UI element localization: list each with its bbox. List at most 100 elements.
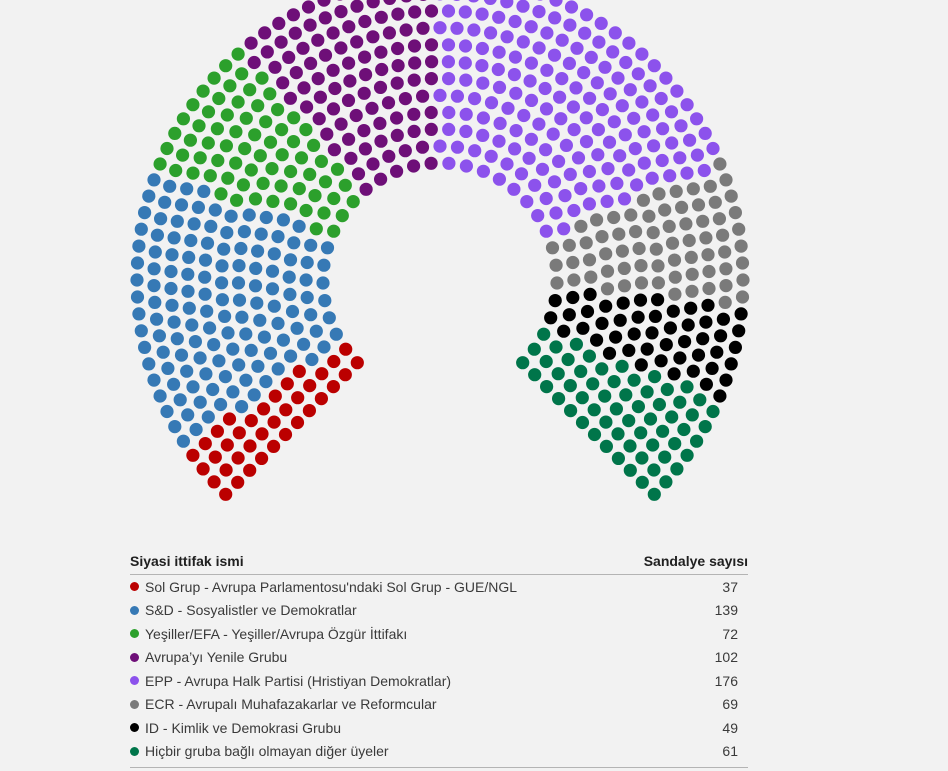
seat-dot	[675, 200, 689, 214]
seat-dot	[520, 195, 534, 209]
seat-dot	[317, 0, 331, 7]
seat-dot	[383, 0, 397, 5]
seat-dot	[516, 0, 530, 13]
seat-dot	[600, 194, 614, 208]
seat-dot	[539, 354, 553, 369]
seat-dot	[189, 422, 203, 437]
seat-dot	[691, 348, 706, 362]
seat-dot	[459, 107, 473, 121]
seat-dot	[719, 173, 733, 187]
seat-dot	[318, 48, 333, 62]
seat-dot	[282, 270, 296, 284]
seat-dot	[582, 197, 597, 211]
seat-dot	[160, 404, 174, 419]
seat-dot	[555, 72, 569, 86]
seat-dot	[567, 273, 581, 287]
seat-dot	[705, 361, 719, 375]
seat-dot	[678, 335, 692, 349]
seat-dot	[407, 73, 421, 87]
seat-dot	[468, 144, 482, 158]
seat-dot	[215, 259, 229, 273]
seat-dot	[684, 250, 698, 264]
seat-dot	[250, 296, 264, 310]
legend-swatch	[130, 652, 139, 662]
seat-dot	[334, 117, 348, 131]
seat-dot	[507, 68, 521, 82]
seat-dot	[623, 439, 637, 453]
seat-dot	[335, 209, 349, 223]
seat-dot	[239, 373, 253, 387]
seat-dot	[501, 101, 515, 115]
seat-dot	[699, 231, 713, 245]
seat-dot	[555, 33, 569, 47]
seat-dot	[537, 327, 551, 341]
seat-dot	[346, 195, 360, 209]
seat-dot	[206, 382, 220, 397]
seat-dot	[303, 167, 317, 181]
seat-dot	[642, 209, 656, 223]
seat-dot	[201, 410, 215, 424]
legend-swatch	[130, 746, 139, 756]
legend-row: Yeşiller/EFA - Yeşiller/Avrupa Özgür İtt…	[130, 622, 748, 646]
seat-dot	[654, 91, 668, 106]
seat-dot	[595, 103, 610, 117]
seat-dot	[600, 264, 615, 278]
seat-dot	[219, 487, 233, 501]
seat-dot	[587, 403, 601, 417]
seat-dot	[442, 156, 456, 170]
seat-dot	[268, 60, 282, 74]
seat-dot	[686, 364, 700, 378]
seat-dot	[643, 412, 658, 426]
seat-dot	[712, 212, 727, 226]
seat-dot	[182, 301, 196, 315]
seat-dot	[265, 282, 280, 296]
seat-dot	[484, 26, 498, 40]
seat-dot	[260, 45, 274, 59]
seat-dot	[326, 63, 340, 77]
seat-dot	[591, 123, 606, 137]
seat-dot	[507, 142, 522, 156]
seat-dot	[714, 329, 728, 343]
seat-dot	[601, 162, 615, 176]
seat-dot	[366, 157, 380, 171]
legend-swatch	[130, 676, 139, 686]
seat-dot	[582, 253, 597, 267]
seat-dot	[603, 87, 617, 101]
seat-dot	[663, 169, 677, 183]
seat-dot	[203, 321, 217, 335]
seat-dot	[278, 427, 293, 442]
seat-dot	[167, 377, 181, 391]
seat-dot	[552, 154, 566, 168]
seat-dot	[232, 259, 246, 273]
seat-dot	[697, 163, 711, 178]
seat-dot	[577, 66, 591, 80]
seat-dot	[259, 210, 273, 225]
seat-dot	[308, 189, 322, 203]
seat-dot	[424, 156, 438, 170]
seat-dot	[628, 142, 642, 156]
legend-seat-count: 72	[722, 625, 738, 642]
seat-dot	[433, 88, 447, 102]
seat-dot	[631, 310, 645, 324]
seat-dot	[211, 153, 225, 168]
seat-dot	[708, 195, 722, 209]
seat-dot	[223, 79, 237, 93]
seat-dot	[322, 311, 336, 325]
seat-dot	[646, 438, 660, 452]
seat-dot	[275, 148, 289, 162]
seat-dot	[716, 312, 731, 326]
seat-dot	[235, 310, 249, 324]
seat-dot	[627, 111, 641, 125]
seat-dot	[204, 219, 218, 233]
seat-dot	[441, 55, 455, 69]
seat-dot	[226, 385, 240, 399]
seat-dot	[607, 210, 621, 225]
seat-dot	[263, 87, 277, 101]
seat-dot	[327, 354, 341, 369]
seat-dot	[287, 236, 301, 250]
seat-dot	[350, 35, 364, 49]
seat-dot	[231, 276, 246, 290]
seat-dot	[500, 30, 514, 44]
legend-divider	[130, 767, 748, 768]
seat-dot	[607, 375, 621, 389]
